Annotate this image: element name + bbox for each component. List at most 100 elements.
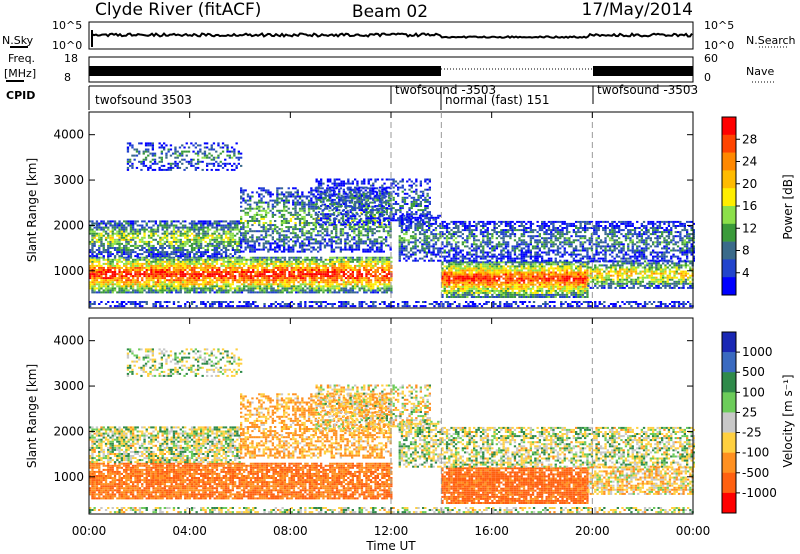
echo-cell bbox=[111, 285, 114, 288]
echo-cell bbox=[401, 180, 404, 183]
echo-cell bbox=[342, 221, 345, 224]
echo-cell bbox=[229, 287, 232, 290]
echo-cell bbox=[326, 279, 330, 282]
echo-cell bbox=[400, 237, 404, 240]
echo-cell bbox=[170, 256, 173, 259]
echo-cell bbox=[123, 262, 126, 265]
echo-cell bbox=[369, 209, 373, 212]
echo-cell bbox=[150, 277, 153, 280]
echo-cell bbox=[156, 266, 160, 269]
echo-cell bbox=[388, 287, 391, 290]
echo-cell bbox=[324, 221, 327, 224]
echo-cell bbox=[264, 209, 268, 212]
echo-cell bbox=[329, 291, 332, 294]
echo-cell bbox=[274, 277, 277, 280]
echo-cell bbox=[335, 209, 339, 212]
echo-cell bbox=[163, 255, 166, 258]
echo-cell bbox=[143, 251, 146, 254]
echo-cell bbox=[398, 255, 401, 258]
echo-cell bbox=[280, 215, 284, 218]
echo-cell bbox=[113, 277, 117, 280]
echo-cell bbox=[283, 230, 286, 233]
echo-cell bbox=[111, 247, 114, 249]
echo-cell bbox=[389, 248, 392, 251]
echo-cell bbox=[113, 279, 117, 282]
echo-cell bbox=[163, 256, 166, 259]
echo-cell bbox=[388, 215, 391, 218]
echo-cell bbox=[317, 190, 321, 193]
echo-cell bbox=[175, 258, 178, 261]
echo-cell bbox=[125, 256, 128, 259]
echo-cell bbox=[365, 198, 368, 201]
echo-cell bbox=[209, 287, 212, 290]
echo-cell bbox=[258, 201, 261, 204]
echo-cell bbox=[301, 217, 304, 220]
echo-cell bbox=[264, 215, 268, 218]
echo-cell bbox=[338, 262, 341, 265]
echo-cell bbox=[354, 203, 357, 205]
echo-cell bbox=[190, 228, 194, 231]
echo-cell bbox=[238, 238, 241, 241]
echo-cell bbox=[249, 291, 253, 294]
echo-cell bbox=[107, 247, 110, 249]
echo-cell bbox=[328, 238, 331, 241]
echo-cell bbox=[340, 182, 343, 185]
echo-cell bbox=[406, 215, 409, 218]
echo-cell bbox=[200, 244, 203, 247]
echo-cell bbox=[394, 200, 398, 203]
echo-cell bbox=[372, 184, 375, 187]
echo-cell bbox=[333, 271, 336, 273]
echo-cell bbox=[181, 285, 185, 288]
echo-cell bbox=[272, 256, 275, 259]
echo-cell bbox=[204, 271, 207, 273]
echo-cell bbox=[156, 255, 160, 258]
echo-cell bbox=[240, 262, 244, 265]
echo-cell bbox=[156, 242, 160, 245]
echo-cell bbox=[184, 273, 187, 276]
echo-cell bbox=[231, 220, 234, 223]
echo-cell bbox=[378, 258, 382, 261]
echo-cell bbox=[371, 248, 374, 251]
echo-cell bbox=[351, 201, 354, 204]
echo-cell bbox=[294, 191, 297, 194]
echo-cell bbox=[161, 228, 164, 231]
echo-cell bbox=[132, 226, 135, 229]
echo-cell bbox=[252, 285, 255, 288]
echo-cell bbox=[428, 178, 431, 181]
echo-cell bbox=[365, 221, 368, 224]
echo-cell bbox=[169, 162, 173, 165]
echo-cell bbox=[150, 247, 153, 249]
echo-cell bbox=[149, 152, 152, 155]
echo-cell bbox=[285, 234, 288, 237]
echo-cell bbox=[342, 256, 345, 259]
echo-cell bbox=[355, 187, 358, 190]
echo-cell bbox=[238, 291, 241, 294]
echo-cell bbox=[147, 251, 151, 254]
echo-cell bbox=[265, 285, 268, 288]
echo-cell bbox=[229, 285, 232, 288]
echo-cell bbox=[388, 186, 391, 189]
echo-cell bbox=[286, 264, 289, 267]
echo-cell bbox=[188, 251, 191, 254]
echo-cell bbox=[215, 150, 218, 153]
echo-cell bbox=[111, 275, 114, 278]
echo-cell bbox=[320, 285, 323, 288]
echo-cell bbox=[374, 271, 377, 273]
echo-cell bbox=[132, 291, 135, 294]
echo-cell bbox=[129, 253, 133, 256]
echo-cell bbox=[317, 266, 321, 269]
echo-cell bbox=[289, 191, 293, 194]
echo-cell bbox=[263, 258, 266, 261]
echo-cell bbox=[143, 226, 146, 229]
echo-cell bbox=[347, 205, 350, 207]
echo-cell bbox=[215, 160, 218, 163]
echo-cell bbox=[360, 230, 363, 233]
echo-cell bbox=[338, 269, 341, 271]
echo-cell bbox=[179, 249, 182, 251]
echo-cell bbox=[317, 271, 321, 273]
echo-cell bbox=[399, 186, 402, 189]
echo-cell bbox=[412, 213, 416, 216]
echo-cell bbox=[264, 213, 268, 216]
echo-cell bbox=[229, 224, 232, 227]
echo-cell bbox=[267, 271, 271, 273]
